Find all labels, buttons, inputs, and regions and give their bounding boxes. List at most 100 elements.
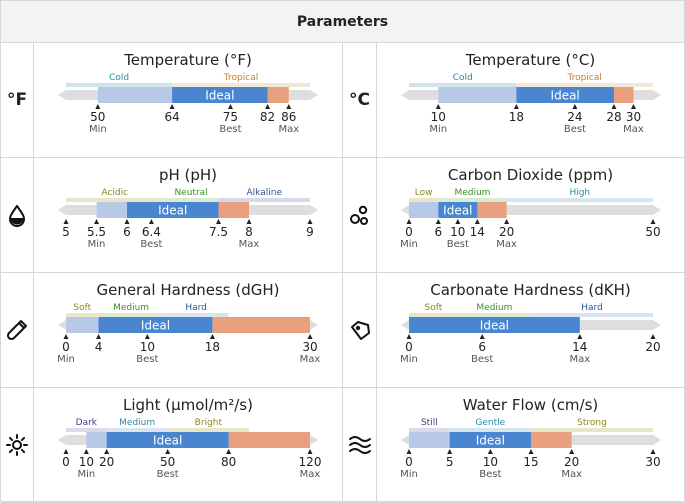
temp-c-parameter: Temperature (°C) Cold Tropical Ideal 10 Min 18… [377, 43, 684, 158]
tick-label: 0 [62, 340, 70, 354]
tick-label: 8 [245, 225, 253, 239]
zone-label: High [569, 188, 590, 198]
tick-marker [650, 334, 656, 339]
bubbles-icon [349, 205, 368, 225]
tag-icon [350, 321, 370, 340]
tick-label: 50 [90, 110, 105, 124]
high-acceptable-range [228, 432, 310, 448]
tick-marker [406, 219, 412, 224]
tick-label: 14 [470, 225, 485, 239]
low-acceptable-range [438, 87, 517, 103]
tick-label: 6 [478, 340, 486, 354]
zone-band [66, 428, 107, 432]
high-acceptable-range [267, 87, 289, 103]
low-acceptable-range [66, 317, 99, 333]
tick-marker [474, 219, 480, 224]
zone-band [163, 313, 229, 317]
tick-marker [216, 219, 221, 224]
tick-marker [104, 449, 110, 454]
tick-marker [94, 219, 99, 224]
min-label: Min [57, 354, 75, 365]
zone-band [172, 83, 310, 87]
zone-band [66, 313, 99, 317]
high-acceptable-range [477, 202, 507, 218]
tick-marker [572, 104, 578, 109]
best-label: Best [140, 239, 162, 250]
tick-marker [504, 219, 510, 224]
best-label: Best [479, 469, 501, 480]
zone-label: Dark [76, 418, 98, 428]
tick-marker [630, 104, 636, 109]
tick-label: 10 [79, 455, 94, 469]
tick-label: 4 [95, 340, 103, 354]
light-icon-cell [1, 388, 34, 503]
ph-parameter: pH (pH) Acidic Neutral Alkaline Ideal 5 5.5 Min… [34, 158, 343, 273]
tick-marker [487, 449, 493, 454]
tick-label: 28 [606, 110, 621, 124]
zone-band [409, 313, 458, 317]
tick-label: 10 [431, 110, 446, 124]
zone-label: Soft [425, 303, 443, 313]
panel-header: Parameters [1, 1, 684, 43]
tick-label: 15 [523, 455, 538, 469]
ideal-range [127, 202, 219, 218]
tick-label: 10 [483, 455, 498, 469]
zone-label: Alkaline [247, 188, 283, 198]
zone-band [409, 198, 439, 202]
tick-label: 80 [221, 455, 236, 469]
zone-band [449, 428, 531, 432]
parameter-title: General Hardness (dGH) [96, 281, 280, 299]
tick-marker [83, 449, 89, 454]
tick-label: 20 [499, 225, 514, 239]
high-acceptable-range [212, 317, 310, 333]
zone-band [438, 198, 507, 202]
zone-band [409, 83, 517, 87]
temp-f-icon-cell: °F [1, 43, 34, 158]
tick-label: 120 [299, 455, 322, 469]
zone-label: Acidic [101, 188, 128, 198]
tick-label: 20 [99, 455, 114, 469]
ideal-range [106, 432, 229, 448]
gh-parameter: General Hardness (dGH) Soft Medium Hard Idea… [34, 273, 343, 388]
gh-icon-cell [1, 273, 34, 388]
tick-label: 5.5 [87, 225, 106, 239]
zone-label: Neutral [174, 188, 207, 198]
ideal-range [438, 202, 478, 218]
ideal-label: Ideal [551, 89, 580, 103]
tick-label: 24 [567, 110, 582, 124]
tick-marker [447, 449, 453, 454]
tick-marker [650, 219, 656, 224]
ideal-range [516, 87, 614, 103]
ideal-range [172, 87, 268, 103]
tick-marker [209, 334, 215, 339]
best-label: Best [219, 124, 241, 135]
parameter-title: Temperature (°C) [465, 51, 596, 69]
max-label: Max [300, 469, 321, 480]
temp-f-parameter: Temperature (°F) Cold Tropical Ideal 50 Min 64… [34, 43, 343, 158]
min-label: Min [77, 469, 95, 480]
tick-marker [265, 104, 271, 109]
zone-label: Hard [185, 303, 207, 313]
tick-label: 82 [260, 110, 275, 124]
min-label: Min [400, 239, 418, 250]
ideal-range [409, 317, 580, 333]
ideal-label: Ideal [443, 204, 472, 218]
tick-label: 20 [645, 340, 660, 354]
zone-label: Gentle [475, 418, 505, 428]
sun-icon [6, 434, 28, 456]
tick-marker [95, 104, 101, 109]
flow-parameter: Water Flow (cm/s) Still Gentle Strong Ideal 0… [377, 388, 684, 503]
tick-marker [455, 219, 461, 224]
tick-label: 50 [160, 455, 175, 469]
tick-label: 0 [62, 455, 70, 469]
max-label: Max [561, 469, 582, 480]
tick-marker [63, 334, 69, 339]
waves-icon [348, 436, 371, 454]
best-label: Best [157, 469, 179, 480]
zone-label: Soft [73, 303, 91, 313]
